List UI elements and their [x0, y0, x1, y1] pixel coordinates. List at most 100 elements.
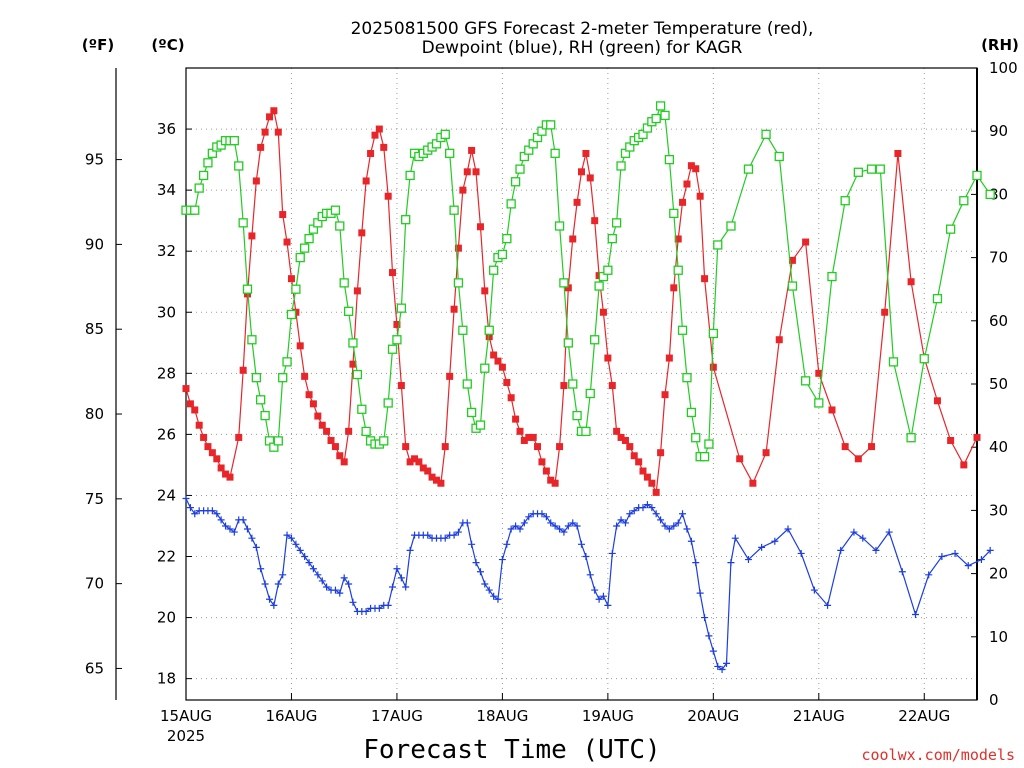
temperature-point [696, 192, 704, 200]
temperature-point [749, 479, 757, 487]
temperature-point [397, 382, 405, 390]
temperature-point [200, 433, 208, 441]
dewpoint-point [318, 577, 326, 585]
temperature-point [907, 278, 915, 286]
temperature-point [274, 128, 282, 136]
celsius-tick-label: 28 [157, 364, 176, 382]
dewpoint-point [582, 553, 590, 561]
dewpoint-point [494, 595, 502, 603]
rh-point [959, 196, 969, 206]
temperature-point [613, 427, 621, 435]
dewpoint-point [872, 546, 880, 554]
temperature-point [331, 443, 339, 451]
dewpoint-point [604, 601, 612, 609]
rh-point [682, 373, 692, 383]
dewpoint-point [507, 525, 515, 533]
rh-point [603, 265, 613, 275]
rh-tick-label: 100 [989, 59, 1018, 77]
dewpoint-point [243, 525, 251, 533]
rh-point [932, 294, 943, 304]
rh-point [335, 221, 345, 231]
dewpoint-point [652, 510, 660, 518]
temperature-point [481, 287, 489, 295]
dewpoint-point [556, 525, 564, 533]
rh-point [475, 420, 486, 430]
temperature-point [222, 470, 230, 478]
temperature-point [529, 433, 537, 441]
dewpoint-point [252, 543, 260, 551]
dewpoint-point [727, 559, 735, 567]
temperature-point [428, 473, 436, 481]
temperature-point [815, 369, 823, 377]
temperature-point [411, 455, 419, 463]
temperature-point [441, 443, 449, 451]
rh-point [291, 284, 301, 294]
temperature-point [340, 458, 348, 466]
dewpoint-point [885, 528, 893, 536]
rh-point [875, 164, 885, 174]
rh-point [704, 439, 714, 449]
celsius-tick-label: 22 [157, 548, 176, 566]
temperature-point [547, 476, 555, 484]
dewpoint-point [709, 647, 717, 655]
dewpoint-point [498, 556, 506, 564]
rh-point [229, 136, 239, 146]
dewpoint-point [516, 525, 524, 533]
rh-point [550, 148, 560, 158]
temperature-point [367, 149, 375, 157]
dewpoint-point [481, 580, 489, 588]
temperature-point [973, 433, 981, 441]
dewpoint-point [274, 580, 282, 588]
rh-point [484, 325, 494, 335]
temperature-point [947, 436, 955, 444]
chart-title-line1: 2025081500 GFS Forecast 2-meter Temperat… [351, 19, 814, 39]
series-rh [181, 101, 995, 462]
temperature-point [643, 473, 651, 481]
temperature-point [868, 443, 876, 451]
dewpoint-point [450, 531, 458, 539]
rh-point [343, 306, 354, 316]
temperature-point [569, 235, 577, 243]
dewpoint-point [595, 595, 603, 603]
temperature-point [503, 378, 511, 386]
temperature-point [362, 177, 370, 185]
dewpoint-point [586, 571, 594, 579]
rh-point [449, 205, 459, 215]
temperature-point [828, 406, 836, 414]
dewpoint-point [648, 504, 656, 512]
temperature-point [775, 336, 783, 344]
rh-point [198, 170, 209, 181]
series-dewpoint [182, 494, 994, 673]
rh-point [919, 354, 929, 364]
temperature-point [894, 149, 902, 157]
temperature-point [389, 269, 397, 277]
rh-point [554, 221, 565, 231]
x-tick-label: 21AUG [793, 707, 845, 725]
rh-tick-label: 40 [989, 438, 1008, 456]
temperature-point [191, 406, 199, 414]
rh-point [616, 161, 626, 171]
temperature-point [525, 433, 533, 441]
dewpoint-point [503, 540, 511, 548]
rh-point [581, 426, 591, 437]
temperature-point [279, 211, 287, 219]
dewpoint-point [938, 553, 946, 561]
rh-point [563, 338, 573, 348]
temperature-point [195, 421, 203, 429]
dewpoint-point [520, 519, 528, 527]
dewpoint-point [345, 580, 353, 588]
temperature-point [336, 452, 344, 460]
rh-point [203, 158, 213, 168]
temperature-point [639, 467, 647, 475]
rh-point [660, 110, 670, 121]
dewpoint-point [191, 510, 199, 518]
dewpoint-point [670, 522, 678, 530]
dewpoint-point [683, 525, 691, 533]
celsius-tick-label: 34 [157, 181, 176, 199]
temperature-point [182, 385, 190, 393]
temperature-point [327, 436, 335, 444]
dewpoint-point [362, 607, 370, 615]
temperature-point [578, 168, 585, 176]
dewpoint-point [850, 528, 858, 536]
rh-point [273, 436, 283, 446]
